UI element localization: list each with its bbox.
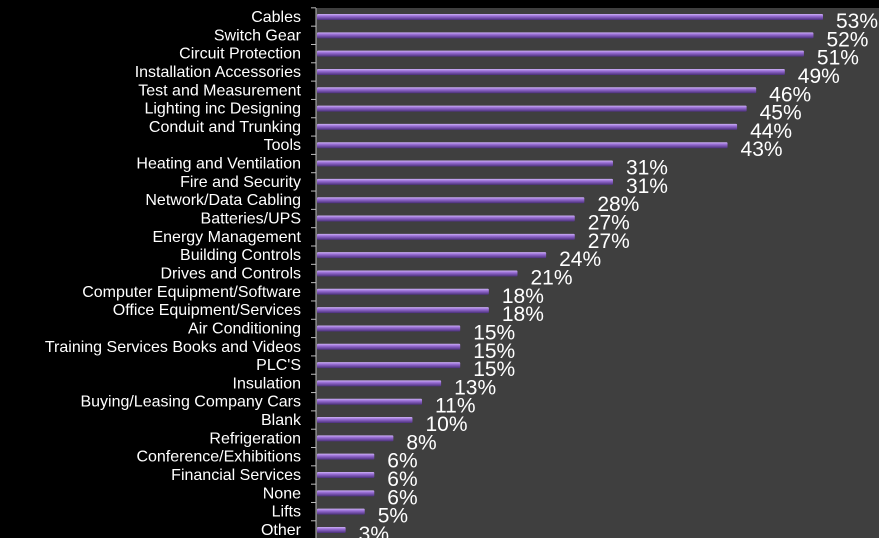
bar: [317, 508, 365, 515]
category-label: Training Services Books and Videos: [45, 339, 301, 356]
bar: [317, 197, 585, 204]
bar: [317, 160, 613, 167]
category-label: Network/Data Cabling: [145, 192, 301, 209]
value-label: 11%: [435, 395, 475, 418]
value-label: 3%: [359, 523, 389, 538]
bar: [317, 453, 375, 460]
value-label: 28%: [597, 193, 639, 216]
category-label: PLC'S: [256, 357, 301, 374]
bar: [317, 50, 804, 57]
value-label: 6%: [387, 486, 417, 509]
bar: [317, 325, 461, 332]
bar: [317, 178, 613, 185]
bar: [317, 87, 757, 94]
value-label: 46%: [769, 83, 811, 106]
bar: [317, 215, 575, 222]
value-label: 10%: [425, 413, 467, 436]
category-label: Air Conditioning: [188, 320, 301, 337]
category-label: Financial Services: [171, 467, 301, 484]
value-label: 52%: [826, 28, 868, 51]
value-label: 31%: [626, 175, 668, 198]
category-label: Energy Management: [152, 229, 301, 246]
category-label: Test and Measurement: [138, 82, 301, 99]
category-label: Fire and Security: [180, 174, 301, 191]
value-label: 18%: [502, 303, 544, 326]
category-label: Circuit Protection: [179, 46, 301, 63]
category-label: Insulation: [233, 375, 302, 392]
value-label: 13%: [454, 376, 496, 399]
value-label: 15%: [473, 358, 515, 381]
bar: [317, 362, 461, 369]
category-label: Cables: [251, 9, 301, 26]
bar: [317, 123, 738, 130]
bar: [317, 472, 375, 478]
value-label: 24%: [559, 248, 601, 271]
category-label: Buying/Leasing Company Cars: [80, 394, 301, 411]
value-label: 8%: [406, 431, 436, 454]
bar: [317, 307, 489, 314]
bar: [317, 32, 814, 39]
category-label: Lighting inc Designing: [144, 101, 301, 118]
category-label: Switch Gear: [214, 27, 302, 44]
value-label: 43%: [741, 138, 783, 161]
value-label: 21%: [530, 266, 572, 289]
value-labels: 53%52%51%49%46%45%44%43%31%31%28%27%27%2…: [359, 10, 878, 538]
value-label: 5%: [378, 505, 408, 528]
category-label: Refrigeration: [209, 430, 301, 447]
category-label: Office Equipment/Services: [113, 302, 301, 319]
bar: [317, 105, 747, 112]
value-label: 45%: [760, 102, 802, 125]
value-label: 49%: [798, 65, 840, 88]
bar: [317, 68, 785, 75]
category-label: None: [263, 485, 301, 502]
value-label: 6%: [387, 450, 417, 473]
bar: [317, 252, 547, 259]
value-label: 15%: [473, 321, 515, 344]
category-label: Blank: [261, 412, 302, 429]
bar: [317, 14, 823, 20]
value-label: 18%: [502, 285, 544, 308]
y-axis-ticks: [311, 7, 316, 522]
value-label: 15%: [473, 340, 515, 363]
bar: [317, 142, 728, 149]
bar: [317, 270, 518, 277]
category-label: Building Controls: [180, 247, 301, 264]
category-label: Lifts: [272, 504, 301, 521]
category-label: Installation Accessories: [135, 64, 301, 81]
category-label: Other: [261, 522, 302, 538]
bar: [317, 417, 413, 424]
value-label: 27%: [588, 230, 630, 253]
bar: [317, 398, 423, 405]
category-label: Tools: [264, 137, 301, 154]
category-label: Conduit and Trunking: [149, 119, 301, 136]
category-label: Heating and Ventilation: [136, 156, 301, 173]
category-label: Drives and Controls: [161, 265, 302, 282]
bar: [317, 288, 489, 295]
bar: [317, 380, 442, 387]
bar: [317, 526, 346, 533]
bar: [317, 233, 575, 240]
category-label: Computer Equipment/Software: [82, 284, 301, 301]
value-label: 27%: [588, 212, 630, 235]
category-label: Conference/Exhibitions: [136, 449, 301, 466]
bar: [317, 490, 375, 497]
value-label: 6%: [387, 468, 417, 491]
value-label: 53%: [836, 10, 878, 33]
value-label: 51%: [817, 47, 859, 70]
bars-group: [317, 14, 823, 533]
bar: [317, 435, 394, 442]
value-label: 31%: [626, 157, 668, 180]
bar: [317, 343, 461, 350]
category-label: Batteries/UPS: [201, 211, 301, 228]
value-label: 44%: [750, 120, 792, 143]
